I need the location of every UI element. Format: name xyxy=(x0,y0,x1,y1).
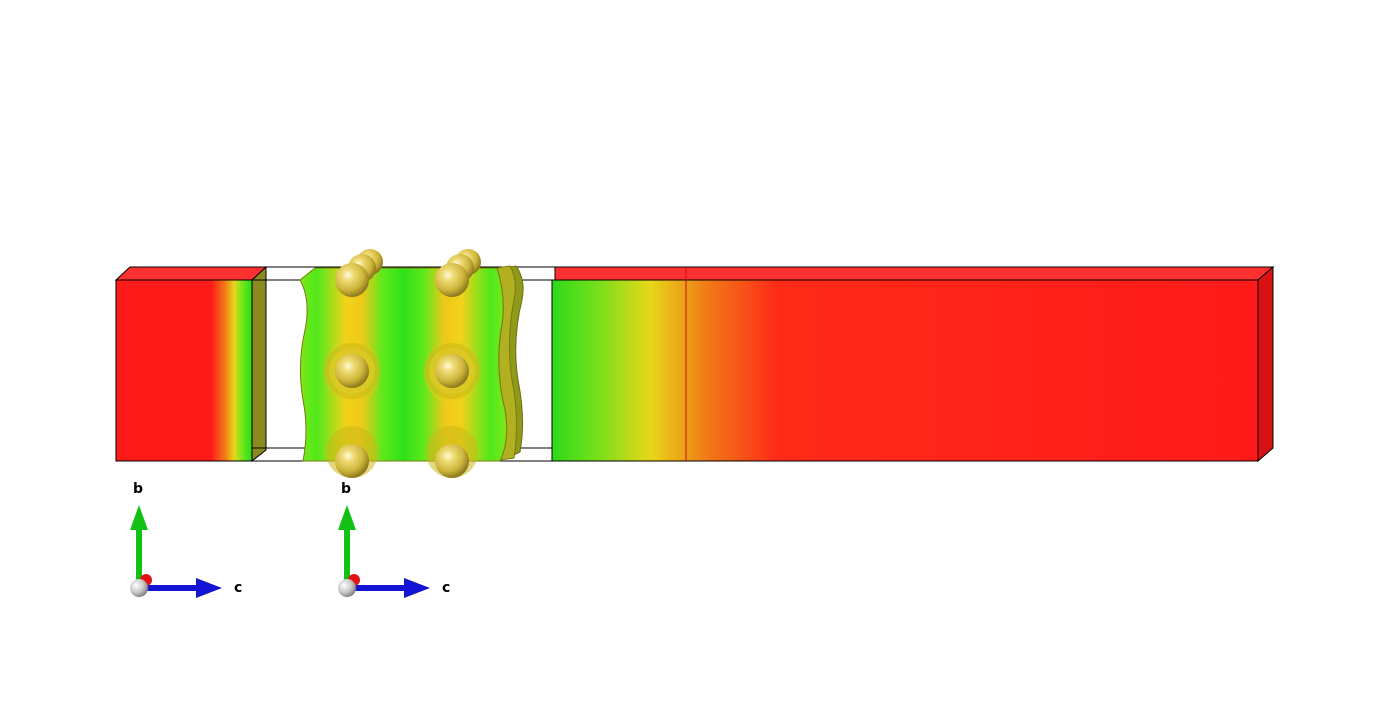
axis-label-b: b xyxy=(341,481,351,497)
atom xyxy=(335,263,369,297)
axis-label-c: c xyxy=(234,580,242,596)
left-slab xyxy=(114,265,268,463)
atoms-front xyxy=(335,263,469,478)
axis-arrow-c-icon xyxy=(404,578,430,598)
right-slab xyxy=(551,265,1275,463)
axes-widget-1: b c xyxy=(130,481,242,598)
atom xyxy=(335,444,369,478)
axis-arrow-b-icon xyxy=(130,505,148,530)
atom xyxy=(435,444,469,478)
axis-arrow-c-icon xyxy=(196,578,222,598)
axis-label-c: c xyxy=(442,580,450,596)
atom xyxy=(435,263,469,297)
origin-sphere-icon xyxy=(130,579,148,597)
origin-sphere-icon xyxy=(338,579,356,597)
axis-label-b: b xyxy=(133,481,143,497)
axis-arrow-b-icon xyxy=(338,505,356,530)
atom xyxy=(335,354,369,388)
axes-widget-2: b c xyxy=(338,481,450,598)
atom xyxy=(435,354,469,388)
